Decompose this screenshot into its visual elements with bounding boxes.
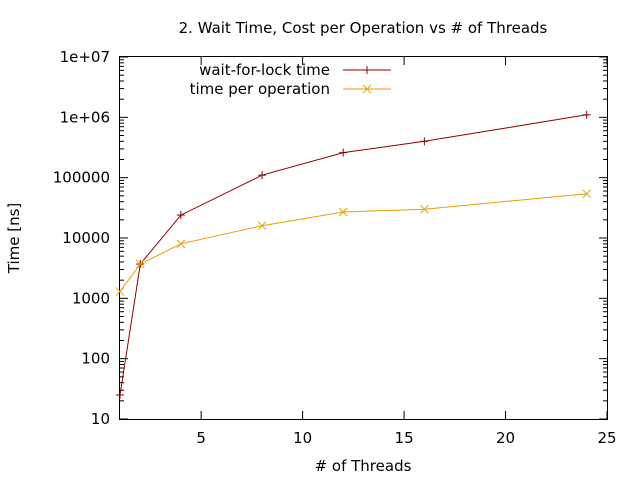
data-point-series-2: [115, 287, 125, 296]
plot-frame: [119, 56, 608, 420]
series-layer: [115, 110, 592, 399]
x-tick-label: 20: [496, 429, 515, 447]
x-tick-label: 15: [395, 429, 414, 447]
x-tick-label: 25: [597, 429, 616, 447]
y-tick-label: 1e+07: [60, 48, 110, 66]
series-line-1: [119, 114, 587, 396]
data-point-series-1: [339, 148, 348, 157]
series-line-2: [119, 193, 587, 292]
x-axis-label: # of Threads: [315, 457, 412, 475]
y-tick-label: 100: [81, 350, 110, 368]
data-point-series-1: [116, 390, 124, 399]
x-tick-label: 10: [293, 429, 312, 447]
y-tick-label: 10000: [62, 229, 110, 247]
y-tick-label: 100000: [53, 169, 110, 187]
y-tick-label: 10: [91, 410, 110, 428]
data-point-series-2: [420, 204, 429, 214]
y-tick-label: 1e+06: [60, 108, 110, 126]
data-point-series-2: [257, 221, 267, 231]
data-point-series-1: [582, 110, 591, 119]
y-tick-label: 1000: [72, 289, 110, 307]
y-axis-label: Time [ns]: [5, 203, 23, 275]
x-tick-label: 5: [196, 429, 206, 447]
data-point-series-2: [176, 239, 186, 249]
legend-label-2: time per operation: [190, 80, 330, 98]
x-axis: 5 10 15 20 25: [196, 57, 617, 447]
chart-title: 2. Wait Time, Cost per Operation vs # of…: [179, 19, 548, 37]
legend-marker-1: [363, 66, 371, 74]
data-point-series-2: [135, 259, 145, 269]
data-point-series-1: [176, 211, 185, 220]
legend-label-1: wait-for-lock time: [199, 61, 330, 79]
data-point-series-1: [420, 137, 429, 146]
data-point-series-1: [258, 171, 267, 180]
data-point-series-2: [582, 189, 592, 199]
legend-marker-2: [362, 84, 372, 94]
data-point-series-2: [338, 207, 348, 217]
y-axis: 10 100 1000 10000 100000 1e+06 1e+07: [53, 48, 607, 428]
